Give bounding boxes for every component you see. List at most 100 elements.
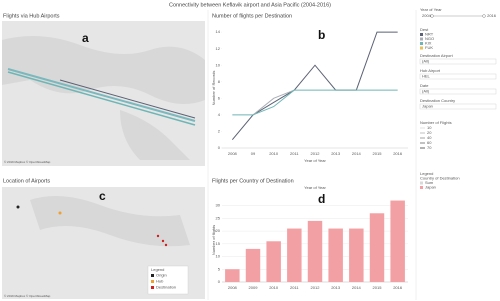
y-tick-label: 30 (216, 203, 221, 208)
y-tick-label: 12 (216, 46, 221, 51)
x-tick-label: 2014 (352, 285, 362, 290)
size-legend-label: 20 (427, 130, 432, 135)
map-title: Location of Airports (3, 178, 50, 184)
x-tick-label: 2012 (311, 285, 321, 290)
x-tick-label: 2014 (352, 151, 362, 156)
y-tick-label: 20 (216, 228, 221, 233)
panel-letter: d (318, 192, 325, 206)
dropdown-value: (All) (422, 59, 430, 64)
y-tick-label: 25 (216, 215, 221, 220)
x-axis-label: Year of Year (304, 185, 326, 190)
legend-title: Dest (420, 27, 429, 32)
legend-subtitle: Country of Destination (420, 176, 460, 181)
size-legend-label: 60 (427, 140, 432, 145)
x-tick-label: 2011 (290, 285, 299, 290)
dropdown[interactable] (419, 103, 497, 110)
dropdown[interactable] (419, 58, 497, 65)
bar (369, 213, 385, 282)
dropdown-value: (All) (422, 89, 430, 94)
map-legend (147, 265, 189, 295)
y-tick-label: 2 (218, 129, 221, 134)
land (30, 196, 190, 247)
x-tick-label: 2008 (228, 151, 238, 156)
bar (349, 228, 364, 282)
size-legend-label: 70 (427, 145, 432, 150)
x-tick-label: 2016 (393, 151, 403, 156)
legend-label: NGO (425, 36, 434, 41)
x-tick-label: 2015 (373, 285, 383, 290)
map-credit: © 2019 Mapbox © OpenStreetMap (4, 294, 51, 298)
bar (225, 269, 240, 282)
dropdown-value: Japan (422, 104, 433, 109)
chart-title: Number of flights per Destination (212, 13, 292, 19)
bar (266, 241, 281, 282)
origin-dot (16, 205, 20, 209)
x-tick-label: 09 (251, 151, 256, 156)
legend-label: Hub (156, 279, 164, 284)
x-tick-label: 2013 (331, 285, 341, 290)
slider-handle[interactable] (430, 14, 434, 18)
legend-label: NRT (425, 32, 434, 37)
size-legend-label: 10 (427, 125, 432, 130)
destination-dot (164, 243, 168, 247)
legend-swatch (151, 274, 154, 277)
route (7, 68, 196, 122)
bar (287, 228, 302, 282)
panel-letter: a (82, 31, 89, 45)
panel-letter: c (99, 189, 106, 203)
y-tick-label: 10 (216, 254, 221, 259)
legend-title: Legend (151, 267, 164, 272)
map-credit: © 2019 Mapbox © OpenStreetMap (4, 160, 51, 164)
legend-swatch (420, 42, 423, 45)
legend-label: Origin (156, 273, 167, 278)
dropdown[interactable] (419, 73, 497, 80)
legend-swatch (420, 37, 423, 41)
filter-label: Destination Country (420, 98, 455, 103)
panel-letter: b (318, 28, 325, 42)
bar (328, 228, 343, 282)
x-tick-label: 2015 (373, 151, 383, 156)
filter-label: Destination Airport (420, 53, 454, 58)
legend-swatch (151, 280, 154, 283)
x-axis-label: Year of Year (304, 158, 326, 163)
slider-handle[interactable] (482, 14, 486, 18)
y-axis-label: Number of flights (211, 225, 216, 255)
slider-to: 2016 (487, 13, 497, 18)
destination-dot (156, 234, 160, 238)
route (7, 71, 196, 126)
data-line (232, 89, 398, 116)
legend-swatch (151, 286, 154, 289)
bar (307, 220, 323, 282)
land (120, 110, 190, 160)
map-title: Flights via Hub Airports (3, 13, 60, 19)
y-tick-label: 8 (218, 79, 221, 84)
x-tick-label: 2012 (311, 151, 321, 156)
destination-dot (161, 239, 165, 243)
y-axis-label: Number of Records (211, 71, 216, 106)
bar (390, 200, 405, 282)
x-tick-label: 2013 (331, 151, 341, 156)
filter-label: Hub Airport (420, 68, 441, 73)
legend-label: FUK (425, 45, 433, 50)
legend-swatch (420, 33, 423, 36)
size-legend-label: 40 (427, 135, 432, 140)
dropdown[interactable] (419, 88, 497, 95)
y-tick-label: 0 (218, 279, 221, 284)
y-tick-label: 4 (218, 112, 221, 117)
y-tick-label: 0 (218, 145, 221, 150)
y-tick-label: 10 (216, 62, 221, 67)
x-tick-label: 2008 (228, 285, 238, 290)
legend-label: Japan (425, 185, 436, 190)
legend-swatch (420, 186, 423, 189)
legend-label: Sum (425, 180, 434, 185)
legend-label: KIX (425, 41, 432, 46)
x-tick-label: 2009 (249, 285, 259, 290)
filter-label: Date (420, 83, 429, 88)
legend-swatch (420, 46, 423, 50)
land (2, 36, 205, 104)
legend-label: Destination (156, 285, 176, 290)
y-tick-label: 6 (218, 95, 221, 100)
x-tick-label: 2011 (290, 151, 299, 156)
